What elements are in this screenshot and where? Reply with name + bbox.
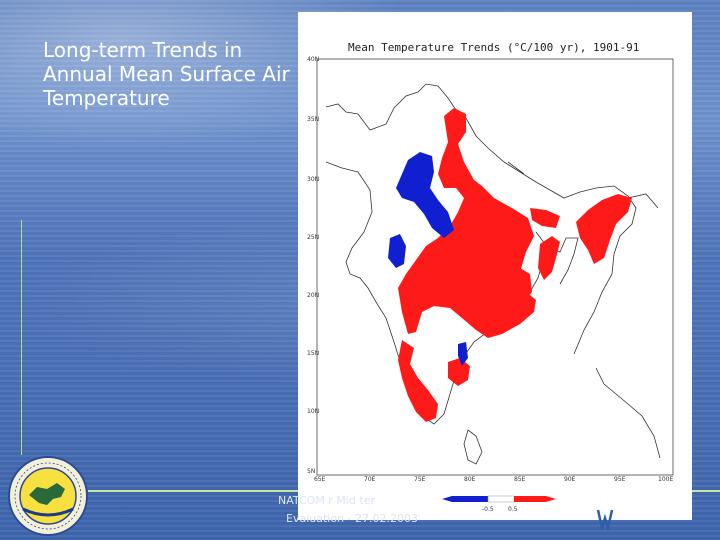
x-tick-label: 90E xyxy=(564,476,576,483)
legend-neutral xyxy=(487,495,515,503)
y-tick-label: 15N xyxy=(307,350,320,357)
map-drawing xyxy=(316,58,674,503)
slide-title: Long-term Trends in Annual Mean Surface … xyxy=(43,38,290,110)
warming-region xyxy=(538,236,560,280)
footer-line-1: NATCOM r Mid ter xyxy=(278,494,375,507)
temperature-trend-map: Mean Temperature Trends (°C/100 yr), 190… xyxy=(298,12,692,520)
y-tick-label: 30N xyxy=(307,176,320,183)
coastline xyxy=(507,161,661,459)
legend-cooling-arrow xyxy=(442,496,488,502)
warming-region xyxy=(530,208,560,228)
decorative-vertical-line xyxy=(21,220,22,455)
x-tick-label: 85E xyxy=(514,476,526,483)
y-tick-label: 5N xyxy=(307,468,316,475)
legend-positive-label: 0.5 xyxy=(508,506,518,513)
bottom-mark-icon xyxy=(596,509,614,530)
footer-line-2: Evaluation - 27.02.2003 xyxy=(286,512,418,525)
x-tick-label: 65E xyxy=(314,476,326,483)
x-tick-label: 70E xyxy=(364,476,376,483)
y-tick-label: 35N xyxy=(307,116,320,123)
cooling-region xyxy=(396,152,454,238)
x-tick-label: 75E xyxy=(414,476,426,483)
y-tick-label: 20N xyxy=(307,292,320,299)
island-outline xyxy=(463,429,483,465)
x-tick-label: 80E xyxy=(464,476,476,483)
warming-region xyxy=(398,108,536,338)
y-tick-label: 25N xyxy=(307,234,320,241)
x-tick-label: 100E xyxy=(658,476,674,483)
legend-negative-label: -0.5 xyxy=(482,506,494,513)
y-tick-label: 10N xyxy=(307,408,320,415)
x-tick-label: 95E xyxy=(614,476,626,483)
plot-frame xyxy=(316,58,674,476)
warming-region xyxy=(398,340,438,422)
warming-region xyxy=(448,358,470,386)
warming-region xyxy=(516,268,532,302)
map-title: Mean Temperature Trends (°C/100 yr), 190… xyxy=(348,41,640,54)
cooling-region xyxy=(388,234,406,268)
legend-warming-arrow xyxy=(514,496,556,502)
organisation-seal-logo xyxy=(8,456,88,536)
y-tick-label: 40N xyxy=(307,56,320,63)
warming-region xyxy=(576,194,632,264)
cooling-region xyxy=(458,342,468,366)
